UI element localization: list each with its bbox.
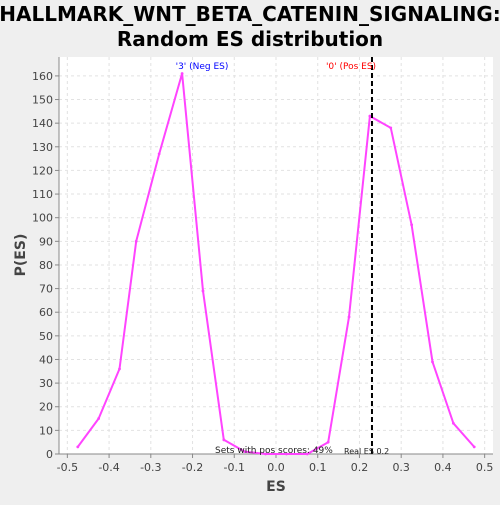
data-point <box>472 445 476 449</box>
data-point <box>389 126 393 130</box>
data-point <box>76 445 80 449</box>
data-point <box>285 452 288 456</box>
data-point <box>222 438 226 442</box>
y-tick-label: 140 <box>32 117 53 130</box>
data-point <box>431 360 434 364</box>
x-tick-label: -0.1 <box>224 461 245 474</box>
y-tick-label: 10 <box>39 424 53 437</box>
series-line <box>76 72 475 455</box>
y-tick-labels: 0 10 20 30 40 50 60 70 80 90 100 110 120 130 140 150 160 <box>32 70 53 461</box>
y-tick-label: 50 <box>39 330 53 343</box>
y-tick-label: 0 <box>46 448 53 461</box>
y-tick-label: 30 <box>39 377 53 390</box>
y-tick-label: 150 <box>32 94 53 107</box>
x-tick-label: -0.4 <box>98 461 119 474</box>
data-point <box>97 417 101 420</box>
x-tick-label: -0.3 <box>140 461 161 474</box>
neg-es-label: '3' (Neg ES) <box>176 62 229 72</box>
y-tick-label: 20 <box>39 401 53 414</box>
data-point <box>326 440 330 444</box>
y-tick-label: 60 <box>39 306 53 319</box>
data-point <box>243 450 247 454</box>
x-tick-label: 0.2 <box>351 461 369 474</box>
x-tick-label: 0.1 <box>309 461 327 474</box>
pos-es-label: '0' (Pos ES) <box>326 62 376 72</box>
x-tick-label: -0.5 <box>57 461 78 474</box>
x-tick-labels: -0.5 -0.4 -0.3 -0.2 -0.1 0.0 0.1 0.2 0.3 0.4 0.5 <box>57 461 494 474</box>
y-tick-label: 80 <box>39 259 53 272</box>
x-tick-label: 0.0 <box>267 461 285 474</box>
x-tick-label: -0.2 <box>182 461 203 474</box>
y-tick-label: 160 <box>32 70 53 83</box>
data-point <box>347 315 351 319</box>
y-tick-label: 110 <box>32 188 53 201</box>
data-point <box>264 452 267 456</box>
data-point <box>180 72 184 75</box>
chart-title-line-1: HALLMARK_WNT_BETA_CATENIN_SIGNALING: <box>0 2 500 26</box>
y-tick-label: 130 <box>32 141 53 154</box>
y-tick-label: 70 <box>39 283 53 296</box>
data-point <box>451 421 455 425</box>
chart-title-line-2: Random ES distribution <box>117 27 383 51</box>
y-tick-label: 40 <box>39 353 53 366</box>
data-point <box>410 223 414 227</box>
x-tick-label: 0.3 <box>392 461 410 474</box>
y-tick-label: 90 <box>39 235 53 248</box>
y-tick-label: 120 <box>32 164 53 177</box>
x-tick-label: 0.5 <box>476 461 494 474</box>
y-tick-label: 100 <box>32 212 53 225</box>
data-point <box>305 452 309 456</box>
data-point <box>201 289 205 293</box>
data-point <box>368 114 372 118</box>
data-point <box>157 152 161 156</box>
pos-scores-annotation: Sets with pos scores: 49% <box>215 446 333 456</box>
y-axis-title: P(ES) <box>13 234 29 277</box>
x-tick-label: 0.4 <box>434 461 452 474</box>
grid-lines <box>59 57 493 455</box>
x-axis-title: ES <box>266 479 286 495</box>
data-point <box>134 239 138 243</box>
real-es-annotation: Real ES 0.2 <box>344 447 389 456</box>
series-layer <box>76 72 476 456</box>
data-point <box>118 367 121 371</box>
